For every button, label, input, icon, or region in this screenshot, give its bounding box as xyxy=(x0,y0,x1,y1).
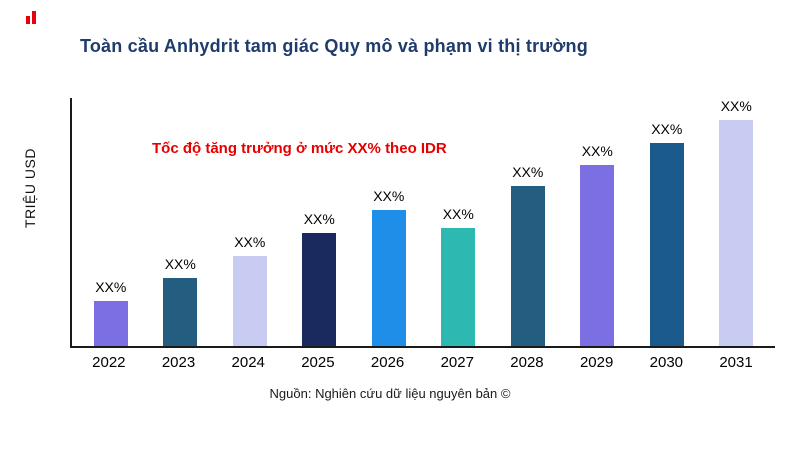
bar-group-2022: XX% xyxy=(78,279,144,346)
bar-2030 xyxy=(649,143,684,346)
x-tick-2030: 2030 xyxy=(649,354,684,371)
x-axis-ticks: 2022 2023 2024 2025 2026 2027 2028 2029 2030 2031 xyxy=(70,354,775,371)
x-tick-2026: 2026 xyxy=(370,354,405,371)
x-tick-2031: 2031 xyxy=(719,354,753,371)
bar-group-2025: XX% xyxy=(286,211,352,346)
bar-2022 xyxy=(93,301,128,346)
bar-group-2027: XX% xyxy=(425,206,491,346)
x-tick-2025: 2025 xyxy=(301,354,335,371)
bar-value-label-2031: XX% xyxy=(720,98,752,114)
bar-2031 xyxy=(719,120,754,346)
x-tick-2022: 2022 xyxy=(92,354,126,371)
x-tick-2028: 2028 xyxy=(510,354,544,371)
bar-2026 xyxy=(371,210,406,346)
bar-2028 xyxy=(510,186,545,346)
bar-group-2023: XX% xyxy=(147,256,213,346)
bar-group-2029: XX% xyxy=(564,143,630,346)
source-text: Nguồn: Nghiên cứu dữ liệu nguyên bản © xyxy=(269,386,511,401)
bar-value-label-2025: XX% xyxy=(303,211,335,227)
bar-value-label-2029: XX% xyxy=(581,143,613,159)
bar-group-2024: XX% xyxy=(217,234,283,346)
x-tick-2024: 2024 xyxy=(231,354,265,371)
chart-title: Toàn cầu Anhydrit tam giác Quy mô và phạ… xyxy=(80,36,588,56)
bar-value-label-2024: XX% xyxy=(234,234,266,250)
bar-group-2028: XX% xyxy=(495,164,561,346)
bar-group-2030: XX% xyxy=(634,121,700,346)
x-tick-2023: 2023 xyxy=(161,354,196,371)
growth-annotation: Tốc độ tăng trưởng ở mức XX% theo IDR xyxy=(152,140,447,157)
bar-group-2031: XX% xyxy=(703,98,769,346)
bar-value-label-2026: XX% xyxy=(373,188,405,204)
bar-2023 xyxy=(163,278,198,346)
bar-value-label-2027: XX% xyxy=(442,206,474,222)
bar-value-label-2028: XX% xyxy=(512,164,544,180)
bar-2025 xyxy=(302,233,337,346)
bar-value-label-2022: XX% xyxy=(95,279,127,295)
bar-2027 xyxy=(441,228,476,346)
brand-logo-icon xyxy=(26,10,40,24)
y-axis-label: TRIỆU USD xyxy=(22,148,38,228)
bar-value-label-2023: XX% xyxy=(164,256,196,272)
bar-2024 xyxy=(232,256,267,346)
x-tick-2027: 2027 xyxy=(440,354,474,371)
bar-value-label-2030: XX% xyxy=(651,121,683,137)
plot-area: Tốc độ tăng trưởng ở mức XX% theo IDR XX… xyxy=(70,98,775,348)
bar-2029 xyxy=(580,165,615,346)
x-tick-2029: 2029 xyxy=(579,354,614,371)
bar-group-2026: XX% xyxy=(356,188,422,346)
bars-container: XX% XX% XX% XX% XX% XX% XX% XX% XX% XX% xyxy=(72,98,775,346)
